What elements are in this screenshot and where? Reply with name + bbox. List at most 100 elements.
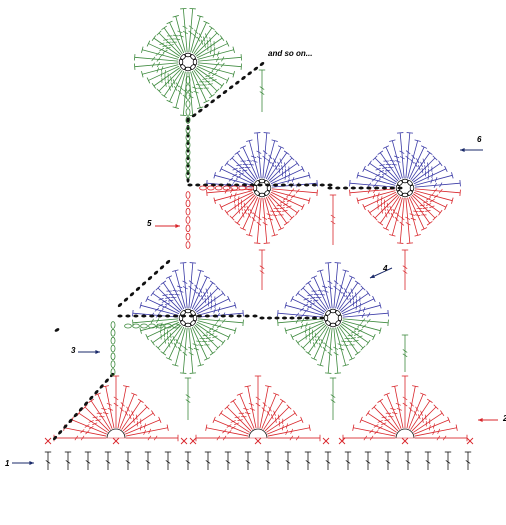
post-green-left (184, 377, 192, 420)
stitch-symbol (195, 290, 226, 313)
stitch-symbol (410, 398, 433, 430)
stitch-symbol (339, 285, 366, 312)
chain-top-vertical (186, 117, 190, 183)
stitch-symbol (239, 196, 259, 231)
stitch-symbol (151, 35, 181, 57)
stitch-symbol (213, 172, 253, 186)
stitch-symbol (197, 46, 235, 60)
stitch-symbol (172, 269, 186, 309)
stitch-symbol (197, 318, 244, 327)
stitch-symbol (194, 30, 220, 56)
red-chain-row5 (185, 191, 191, 249)
stitch-symbol (191, 275, 211, 310)
stitch-symbol (190, 269, 204, 309)
stitch-symbol (342, 318, 389, 327)
stitch-symbol (262, 132, 271, 179)
stitch-symbol (407, 139, 421, 179)
stitch-symbol (104, 451, 112, 470)
stitch-symbol (160, 280, 183, 311)
stitch-symbol (145, 295, 180, 315)
stitch-symbol (122, 404, 150, 432)
stitch-symbol (156, 68, 182, 94)
foundation-stitch (64, 451, 72, 470)
stitch-symbol (117, 385, 130, 429)
stitch-symbol (271, 190, 311, 204)
stitch-symbol (234, 195, 257, 226)
chain-diagonal-row4 (117, 259, 171, 308)
stitch-symbol (259, 385, 272, 429)
post-red-middle (329, 194, 337, 245)
motif-fan-middle (195, 375, 321, 442)
chain-ring (323, 308, 343, 328)
arrow-row-4 (369, 267, 393, 279)
stitch-symbol (277, 318, 324, 327)
stitch-symbol (125, 424, 169, 437)
stitch-symbol (270, 165, 305, 185)
stitch-symbol (253, 132, 262, 179)
row-4-label: 4 (383, 264, 388, 273)
stitch-symbol (64, 451, 72, 470)
stitch-symbol (213, 190, 253, 204)
stitch-symbol (191, 326, 211, 361)
motif-diamond-row3-right (277, 262, 389, 374)
stitch-symbol (197, 302, 237, 316)
stitch-symbol (271, 172, 311, 186)
stitch-symbol (365, 410, 397, 433)
stitch-symbol (424, 451, 432, 470)
stitch-symbol (82, 404, 110, 432)
stitch-symbol (340, 323, 371, 346)
stitch-symbol (391, 385, 404, 429)
stitch-symbol (196, 295, 231, 315)
stitch-symbol (144, 451, 152, 470)
row-2-label: 2 (503, 414, 506, 423)
stitch-symbol (284, 451, 292, 470)
stitch-symbol (172, 15, 186, 53)
stitch-symbol (300, 324, 327, 351)
stitch-symbol (193, 325, 216, 356)
stitch-symbol (362, 191, 397, 211)
stitch-symbol (239, 145, 259, 180)
single-crochet-mark (322, 437, 330, 445)
stitch-symbol (224, 451, 232, 470)
stitch-symbol (133, 62, 179, 70)
stitch-symbol (267, 150, 290, 181)
stitch-symbol (338, 325, 361, 356)
stitch-symbol (194, 285, 221, 312)
stitch-symbol (212, 416, 249, 435)
motif-diamond-row5-left (206, 132, 318, 244)
single-crochet-mark (254, 437, 262, 445)
stitch-symbol (141, 64, 179, 78)
foundation-stitch (144, 451, 152, 470)
stitch-symbol (304, 451, 312, 470)
foundation-stitch (444, 451, 452, 470)
stitch-symbol (310, 326, 330, 361)
post-green-right (329, 377, 337, 420)
stitch-symbol (371, 404, 399, 432)
stitch-symbol (333, 262, 342, 309)
chain-ring (252, 178, 272, 198)
stitch-symbol (377, 150, 400, 181)
stitch-symbol (364, 451, 372, 470)
stitch-symbol (324, 327, 333, 374)
stitch-symbol (284, 320, 324, 334)
stitch-symbol (412, 193, 443, 216)
stitch-symbol (141, 46, 179, 60)
stitch-symbol (197, 320, 237, 334)
stitch-symbol (258, 69, 266, 112)
stitch-symbol (414, 416, 451, 435)
stitch-symbol (264, 404, 292, 432)
stitch-symbol (338, 280, 361, 311)
chain-stray-dot (54, 328, 60, 332)
stitch-symbol (267, 424, 311, 437)
stitch-symbol (333, 327, 342, 374)
stitch-symbol (195, 35, 225, 57)
stitch-symbol (401, 334, 409, 372)
stitch-symbol (342, 320, 382, 334)
stitch-symbol (146, 65, 180, 84)
chain-diagonal-row3 (52, 372, 115, 441)
stitch-symbol (125, 416, 162, 435)
post-green-top (258, 69, 266, 112)
stitch-symbol (190, 327, 204, 367)
stitch-symbol (155, 285, 182, 312)
single-crochet-mark (44, 437, 52, 445)
